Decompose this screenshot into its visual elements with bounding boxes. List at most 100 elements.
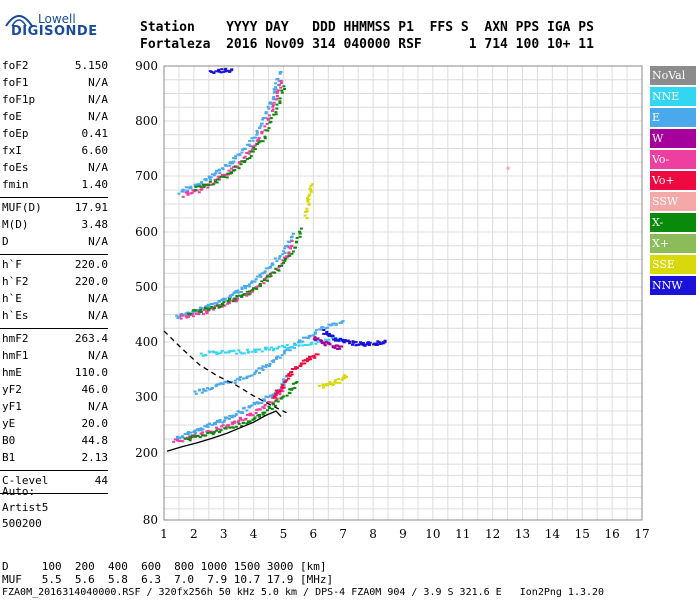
echo-point-vo- (282, 386, 286, 389)
echo-point-e (258, 273, 262, 276)
echo-point-vo- (236, 421, 240, 424)
echo-point-nnw (214, 70, 218, 73)
echo-point-e (326, 326, 330, 329)
echo-point-vo- (308, 356, 312, 359)
echo-point-e (281, 378, 285, 381)
echo-point-e (266, 396, 270, 399)
echo-point-nnw (334, 337, 338, 340)
echo-point-vo- (281, 384, 285, 387)
echo-point-e (177, 192, 181, 195)
echo-point-vo- (218, 304, 222, 306)
echo-point-vo- (271, 104, 275, 107)
echo-point-nnw (224, 67, 228, 70)
echo-point-x- (204, 307, 208, 310)
echo-point-sse (333, 381, 337, 384)
echo-point-e (228, 414, 232, 417)
param-row: h`F 220.0 (2, 257, 108, 273)
echo-point-x- (242, 293, 246, 296)
echo-point-e (267, 107, 271, 110)
echo-point-x- (283, 88, 286, 90)
echo-point-w (313, 336, 317, 339)
echo-point-x- (251, 150, 255, 153)
echo-point-vo- (278, 393, 282, 396)
param-row: MUF(D) 17.91 (2, 200, 108, 216)
echo-point-sse (331, 384, 335, 386)
param-separator (0, 470, 108, 471)
echo-point-vo- (202, 313, 205, 316)
param-name: foEs (2, 161, 29, 174)
echo-point-e (199, 427, 203, 430)
echo-point-e (272, 88, 276, 91)
echo-point-e (255, 275, 259, 278)
echo-point-x- (233, 169, 237, 172)
echo-point-vo- (265, 122, 269, 125)
echo-point-nne (303, 343, 307, 346)
param-row: foF1 N/A (2, 75, 108, 91)
echo-point-vo- (189, 192, 193, 195)
legend-item-vo-: Vo- (650, 150, 696, 169)
echo-point-sse (306, 200, 310, 203)
echo-point-e (242, 377, 246, 380)
param-row: C-level 44 (2, 473, 108, 489)
echo-point-e (264, 111, 268, 114)
echo-point-e (193, 390, 197, 393)
echo-point-vo- (213, 305, 217, 308)
echo-point-vo- (242, 156, 246, 159)
echo-point-e (244, 147, 247, 150)
echo-point-vo- (179, 440, 183, 442)
echo-point-x- (190, 435, 194, 438)
echo-point-e (270, 103, 274, 106)
x-tick-label: 9 (399, 527, 407, 541)
echo-point-x- (252, 418, 256, 421)
echo-point-x- (245, 157, 249, 160)
echo-point-x- (247, 293, 251, 296)
echo-point-e (234, 290, 238, 292)
param-row: foEs N/A (2, 160, 108, 176)
echo-point-e (232, 160, 236, 163)
echo-point-vo- (279, 86, 283, 89)
echo-point-x- (252, 146, 256, 149)
echo-point-x- (278, 102, 282, 105)
echo-point-e (250, 404, 254, 407)
echo-point-e (222, 420, 226, 423)
echo-point-nne (281, 344, 285, 347)
echo-point-vo- (294, 367, 298, 370)
echo-point-x- (261, 411, 265, 414)
echo-point-e (268, 265, 272, 268)
echo-point-vo- (264, 277, 268, 280)
echo-point-x- (221, 304, 225, 307)
echo-point-vo- (270, 271, 274, 274)
param-value: N/A (88, 235, 108, 248)
echo-point-sse (345, 375, 348, 378)
echo-point-nnw (362, 342, 365, 345)
param-row: foF1p N/A (2, 92, 108, 108)
echo-point-vo- (283, 380, 286, 383)
echo-point-nne (232, 349, 236, 352)
echo-point-vo- (230, 167, 234, 170)
param-row: fxI 6.60 (2, 143, 108, 159)
echo-point-nne (294, 344, 297, 346)
echo-point-e (189, 185, 193, 188)
echo-point-vo- (231, 423, 235, 426)
echo-point-w (324, 340, 328, 343)
legend-item-x-: X- (650, 213, 696, 232)
y-tick-label: 900 (135, 59, 158, 73)
echo-point-vo- (206, 186, 210, 189)
echo-point-e (248, 285, 251, 288)
echo-point-x- (224, 427, 228, 430)
y-tick-label: 300 (135, 390, 158, 404)
echo-point-vo- (232, 166, 236, 169)
echo-point-vo- (248, 414, 252, 417)
echo-point-x- (211, 183, 215, 186)
echo-point-x- (228, 426, 232, 429)
echo-point-e (207, 176, 211, 179)
param-row: h`Es N/A (2, 308, 108, 324)
echo-point-e (217, 300, 221, 302)
echo-point-e (296, 341, 300, 344)
echo-point-vo- (226, 425, 230, 428)
echo-point-x- (293, 386, 297, 389)
echo-point-x- (285, 394, 289, 397)
echo-point-e (334, 323, 338, 326)
auto-block: Auto: Artist5 500200 (2, 484, 48, 532)
